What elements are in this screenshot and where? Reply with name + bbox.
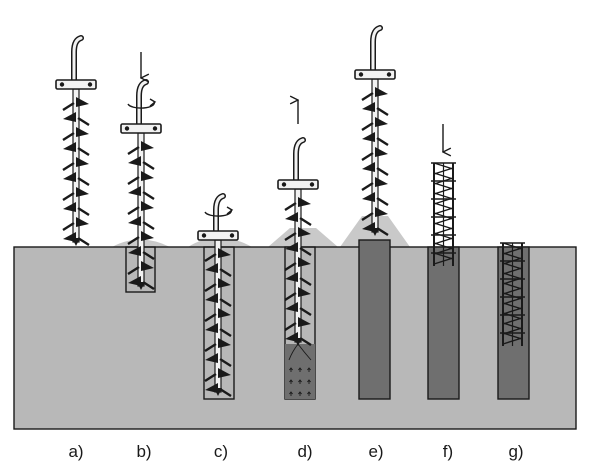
auger-clamp-b (120, 123, 162, 134)
auger-clamp-d (277, 179, 319, 190)
step-label-b: b) (136, 442, 151, 461)
flow-curve-left (288, 343, 299, 361)
auger-clamp-c (197, 230, 239, 241)
auger-flight (362, 102, 375, 112)
auger-flight (362, 192, 375, 202)
auger-flight (63, 172, 76, 182)
auger-flight (375, 177, 388, 187)
step-label-g: g) (508, 442, 523, 461)
flow-curve-right (297, 343, 312, 361)
rotation-arrow-b (127, 101, 155, 109)
auger-flight (76, 217, 89, 227)
auger-flight (128, 186, 141, 196)
auger-c (197, 193, 239, 398)
auger-flight (63, 142, 76, 152)
auger-flight (128, 246, 141, 256)
auger-flight (128, 156, 141, 166)
auger-flight (76, 127, 89, 137)
auger-flight (375, 207, 388, 217)
auger-b (120, 79, 162, 291)
auger-flight (76, 187, 89, 197)
reinforcement-cage-f (431, 162, 456, 266)
auger-a (55, 35, 97, 247)
auger-flight (285, 212, 298, 222)
auger-flight (298, 287, 311, 297)
auger-flight (285, 272, 298, 282)
auger-flight (63, 112, 76, 122)
step-label-c: c) (214, 442, 228, 461)
auger-clamp-e (354, 69, 396, 80)
auger-flight (63, 202, 76, 212)
auger-flight (141, 231, 154, 241)
auger-flight (298, 257, 311, 267)
auger-flight (218, 308, 231, 318)
auger-flight (205, 323, 218, 333)
auger-flight (141, 171, 154, 181)
step-label-a: a) (68, 442, 83, 461)
auger-flight (141, 261, 154, 271)
auger-flight (76, 157, 89, 167)
auger-flight (205, 383, 218, 393)
concrete-column-f (427, 246, 460, 400)
concrete-flow-arrows (288, 343, 312, 396)
reinforcement-cage-g (500, 242, 525, 346)
step-label-f: f) (443, 442, 453, 461)
auger-flight (375, 147, 388, 157)
auger-flight (362, 162, 375, 172)
step-label-d: d) (297, 442, 312, 461)
auger-flight (76, 97, 89, 107)
rotation-arrow-c (204, 209, 232, 217)
auger-flight (298, 317, 311, 327)
auger-flight (128, 216, 141, 226)
auger-flight (375, 117, 388, 127)
auger-flight (218, 248, 231, 258)
auger-flight (141, 201, 154, 211)
auger-flight (141, 141, 154, 151)
auger-flight (285, 242, 298, 252)
auger-flight (375, 87, 388, 97)
step-labels: a) b) c) d) e) f) g) (68, 442, 523, 461)
auger-flight (218, 368, 231, 378)
rotation-arrow-b-head (149, 98, 157, 107)
reinforcement-cages (431, 162, 525, 346)
auger-d (277, 137, 319, 347)
step-label-e: e) (368, 442, 383, 461)
motion-indicators (127, 52, 443, 217)
auger-flight (298, 227, 311, 237)
augers (55, 25, 396, 398)
auger-e (354, 25, 396, 237)
auger-flight (218, 338, 231, 348)
rotation-arrow-c-head (226, 206, 234, 215)
auger-flight (205, 293, 218, 303)
auger-clamp-a (55, 79, 97, 90)
auger-flight (362, 132, 375, 142)
auger-flight (285, 302, 298, 312)
auger-flight (218, 278, 231, 288)
auger-flight (205, 263, 218, 273)
auger-flight (298, 197, 311, 207)
spoil-heap-d (268, 228, 338, 247)
auger-flight (205, 353, 218, 363)
concrete-column-e (358, 239, 391, 400)
